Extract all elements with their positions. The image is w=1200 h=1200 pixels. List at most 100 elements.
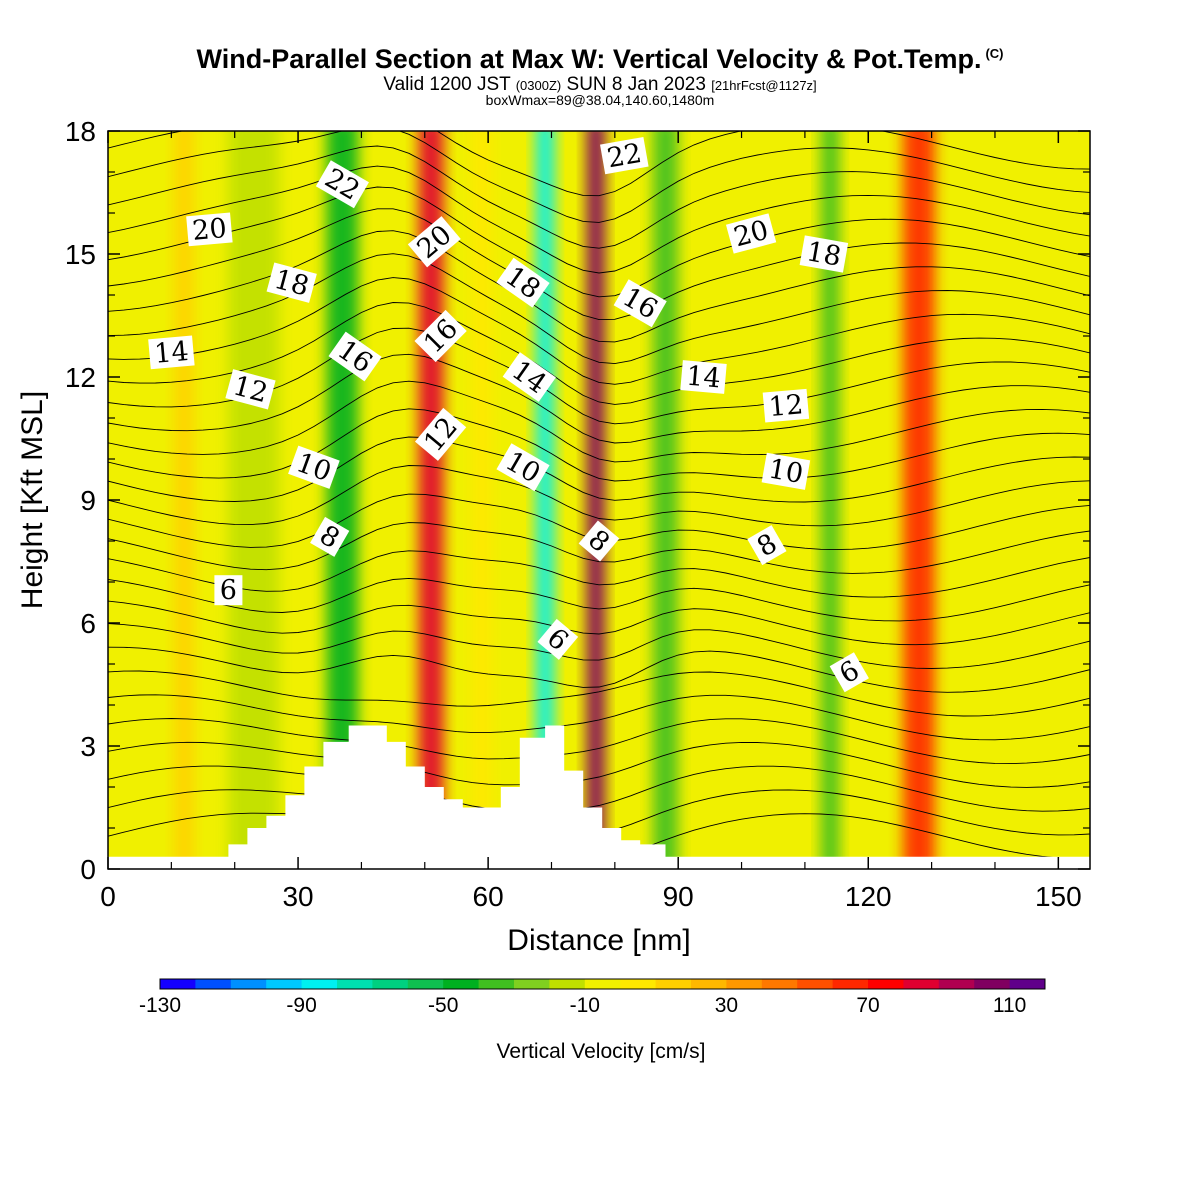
isotherm-label-bg: [761, 452, 811, 490]
isotherm-label-text: 14: [153, 336, 190, 370]
isotherm-line: [108, 741, 1090, 788]
valid-prefix: Valid 1200 JST: [383, 74, 511, 95]
colorbar-swatch: [195, 979, 232, 989]
isotherm-line: [108, 277, 1090, 385]
colorbar-tick-label: -90: [286, 994, 316, 1017]
colorbar-swatch: [974, 979, 1011, 989]
isotherm-label-bg: [496, 443, 550, 492]
isotherm-label-bg: [762, 388, 810, 423]
isotherm-line: [108, 670, 1090, 717]
isotherm-label-bg: [310, 516, 350, 557]
colorbar-swatch: [160, 979, 196, 989]
isotherm-label: 6: [214, 575, 243, 606]
velocity-band: [820, 131, 840, 869]
x-tick-label: 120: [845, 881, 892, 912]
isotherm-line: [108, 302, 1090, 405]
isotherm-label-bg: [600, 137, 649, 175]
colorbar-frame: [159, 978, 1046, 990]
y-tick-label: 6: [80, 608, 96, 639]
isotherm-line: [108, 646, 1090, 693]
box-info: boxWmax=89@38.04,140.60,1480m: [485, 92, 715, 108]
colorbar-swatch: [761, 979, 798, 989]
x-tick-label: 30: [282, 881, 313, 912]
isotherm-label: 18: [799, 235, 849, 273]
isotherm-label-bg: [225, 369, 276, 410]
x-axis-label: Distance [nm]: [507, 924, 690, 957]
isotherm-line: [108, 465, 1090, 527]
velocity-band: [174, 131, 194, 869]
colorbar-swatch: [407, 979, 444, 989]
isotherm-label-text: 10: [766, 454, 805, 490]
valid-utc: (0300Z): [515, 78, 562, 93]
isotherm-line: [108, 208, 1090, 321]
isotherm-line: [108, 577, 1090, 622]
isotherm-label-text: 12: [767, 389, 804, 423]
colorbar-swatch: [301, 979, 338, 989]
y-tick-label: 0: [80, 854, 96, 885]
isotherm-label: 20: [186, 212, 233, 247]
velocity-band: [903, 131, 935, 869]
isotherm-label-bg: [725, 213, 777, 254]
isotherm-label: 12: [762, 388, 810, 423]
y-tick-label: 15: [65, 239, 96, 270]
isotherm-label-bg: [186, 212, 233, 247]
velocity-band: [472, 131, 492, 869]
isotherm-label-bg: [414, 309, 467, 363]
colorbar-label: Vertical Velocity [cm/s]: [497, 1040, 706, 1063]
colorbar-swatch: [337, 979, 373, 989]
isotherm-label-bg: [799, 235, 849, 273]
x-tick-label: 90: [663, 881, 694, 912]
colorbar-swatch: [514, 979, 550, 989]
terrain-profile: [108, 725, 1090, 869]
isotherm-label-bg: [288, 445, 340, 489]
isotherm-label: 22: [600, 137, 649, 175]
x-tick-label: 60: [473, 881, 504, 912]
isotherm-line: [108, 145, 1090, 249]
isotherm-label: 18: [266, 262, 317, 303]
colorbar-swatch: [832, 979, 869, 989]
colorbar-swatch: [691, 979, 727, 989]
colorbar-tick-label: -10: [570, 994, 600, 1017]
isotherm-label-bg: [829, 652, 869, 693]
isotherm-line: [108, 131, 1090, 223]
y-axis-label: Height [Kft MSL]: [16, 391, 49, 609]
colorbar-swatch: [655, 979, 692, 989]
isotherm-label-bg: [407, 216, 461, 268]
velocity-band: [586, 131, 606, 869]
colorbar-swatch: [443, 979, 480, 989]
velocity-fill: [108, 131, 1090, 869]
colorbar-swatch: [478, 979, 515, 989]
colorbar-tick-label: -50: [428, 994, 458, 1017]
colorbar-swatch: [938, 979, 975, 989]
colorbar-swatch: [230, 979, 267, 989]
colorbar-swatch: [266, 979, 303, 989]
y-tick-label: 9: [80, 485, 96, 516]
isotherm-label-bg: [315, 160, 369, 209]
y-tick-label: 3: [80, 731, 96, 762]
chart-title-unit: (C): [985, 46, 1004, 61]
isotherm-label-bg: [537, 618, 579, 660]
isotherm-line: [108, 718, 1090, 765]
chart-subtitle: Valid 1200 JST (0300Z) SUN 8 Jan 2023 [2…: [0, 74, 1200, 96]
axes: 0 30 60 90 120 150 0 3 6 9 12 15 18: [65, 116, 1090, 912]
isotherm-line: [108, 765, 1090, 812]
colorbar-swatch: [797, 979, 834, 989]
isotherm-label-text: 20: [191, 213, 228, 247]
terrain: [108, 725, 1090, 869]
isotherm-label-bg: [148, 335, 195, 370]
y-tick-label: 12: [65, 362, 96, 393]
isotherm-label-bg: [502, 352, 556, 402]
colorbar-swatch: [726, 979, 763, 989]
isotherm-line: [108, 408, 1090, 482]
x-tick-label: 150: [1035, 881, 1082, 912]
isotherm-label: 14: [148, 335, 195, 370]
isotherm-line: [108, 550, 1090, 598]
isotherm-label-bg: [680, 360, 727, 394]
isotherm-label-bg: [747, 525, 787, 566]
isotherm-line: [108, 436, 1090, 503]
isotherm-label-text: 6: [220, 575, 237, 606]
colorbar-swatch: [584, 979, 621, 989]
isotherm-line: [108, 186, 1090, 298]
